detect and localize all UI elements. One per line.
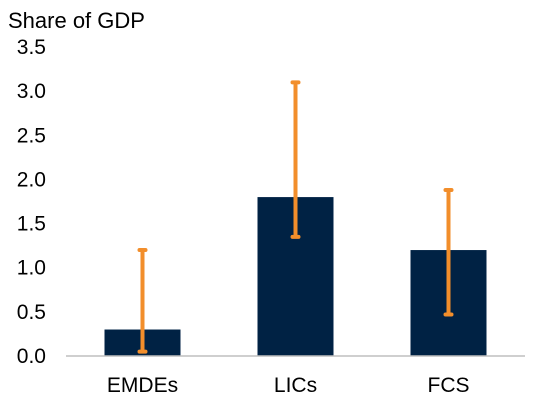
y-tick-label: 3.5 bbox=[17, 36, 46, 59]
error-bar-emdes bbox=[137, 248, 148, 354]
y-axis-label: Share of GDP bbox=[8, 8, 145, 33]
y-tick-label: 0.5 bbox=[17, 301, 46, 324]
error-bars bbox=[137, 80, 454, 354]
y-tick-label: 0.0 bbox=[17, 345, 46, 368]
x-tick-label-lics: LICs bbox=[274, 374, 317, 397]
x-tick-label-fcs: FCS bbox=[428, 374, 470, 397]
y-tick-label: 2.0 bbox=[17, 168, 46, 191]
y-tick-label: 1.0 bbox=[17, 257, 46, 280]
error-bar-fcs bbox=[443, 188, 454, 317]
x-tick-label-emdes: EMDEs bbox=[107, 374, 178, 397]
y-tick-label: 3.0 bbox=[17, 80, 46, 103]
y-tick-label: 2.5 bbox=[17, 124, 46, 147]
error-bar-lics bbox=[290, 80, 301, 239]
x-axis-ticks: EMDEs LICs FCS bbox=[107, 374, 470, 397]
y-tick-label: 1.5 bbox=[17, 213, 46, 236]
y-axis-ticks: 0.0 0.5 1.0 1.5 2.0 2.5 3.0 3.5 bbox=[17, 36, 46, 368]
